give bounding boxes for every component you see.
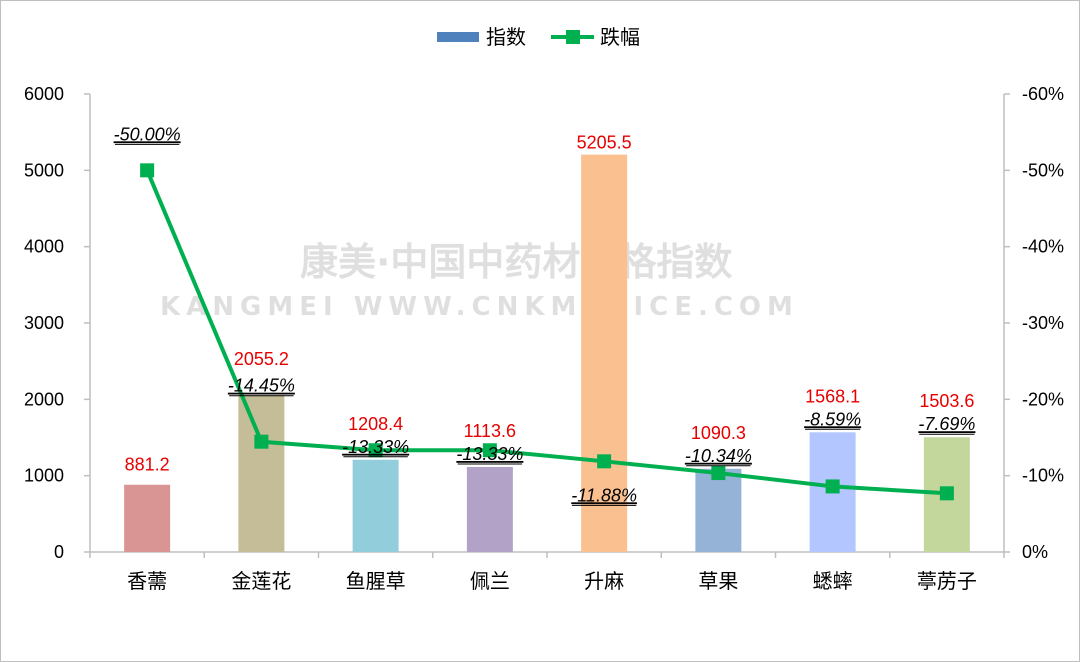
x-category-label: 葶苈子 <box>917 569 977 593</box>
category-labels: 香薷 金莲花 鱼腥草 佩兰 升麻 草果 蟋蟀 葶苈子 <box>89 552 1005 593</box>
line-point <box>939 486 954 501</box>
y-left-tick-label: 5000 <box>24 160 64 180</box>
line-point <box>825 479 840 494</box>
x-category-label: 草果 <box>698 569 738 593</box>
bar <box>238 395 285 552</box>
y-axis-left-ticks: 0 1000 2000 3000 4000 5000 6000 <box>24 84 90 562</box>
line-value-labels: -50.00% -14.45% -13.33% -13.33% -11.88% -10.3… <box>114 124 975 506</box>
line-value-label: -10.34% <box>685 446 752 466</box>
bar-value-label: 1503.6 <box>919 391 974 411</box>
line-point <box>254 434 269 449</box>
watermark-line1: 康美·中国中药材价格指数 <box>300 240 732 284</box>
bar-value-label: 5205.5 <box>577 133 632 153</box>
y-right-tick-label: 0% <box>1022 542 1048 562</box>
x-category-label: 香薷 <box>127 569 167 593</box>
line-value-label: -13.33% <box>342 437 409 457</box>
line-value-label: -8.59% <box>804 409 861 429</box>
line-point <box>368 443 383 458</box>
bar-value-label: 1113.6 <box>464 421 516 441</box>
bar <box>581 154 628 552</box>
y-right-tick-label: -50% <box>1022 160 1064 180</box>
bar <box>695 468 742 552</box>
legend-label-index: 指数 <box>486 25 526 49</box>
line-value-label: -7.69% <box>918 414 975 434</box>
y-left-tick-label: 4000 <box>24 237 64 257</box>
x-category-label: 蟋蟀 <box>813 569 853 593</box>
watermark-line2: KANGMEI WWW.CNKMPRICE.COM <box>160 292 799 322</box>
legend-label-decline: 跌幅 <box>600 25 640 49</box>
bar-value-labels: 881.2 2055.2 1208.4 1113.6 5205.5 1090.3 1568.… <box>125 133 975 475</box>
x-category-label: 鱼腥草 <box>346 569 406 593</box>
bar-value-label: 1568.1 <box>805 386 860 406</box>
line-value-label: -13.33% <box>456 444 523 464</box>
bar <box>124 484 171 552</box>
legend: 指数 跌幅 <box>437 25 640 49</box>
y-right-tick-label: -20% <box>1022 389 1064 409</box>
legend-swatch-index <box>437 32 479 42</box>
y-left-tick-label: 1000 <box>24 466 64 486</box>
line-series <box>140 163 954 501</box>
watermark: 康美·中国中药材价格指数 KANGMEI WWW.CNKMPRICE.COM <box>160 240 799 322</box>
bar <box>466 466 513 552</box>
x-category-label: 升麻 <box>584 569 624 593</box>
line-value-label: -14.45% <box>228 376 295 396</box>
line-point <box>140 163 155 178</box>
x-category-label: 金莲花 <box>231 569 291 593</box>
y-right-tick-label: -40% <box>1022 237 1064 257</box>
y-left-tick-label: 0 <box>54 542 64 562</box>
x-category-label: 佩兰 <box>470 569 510 593</box>
bar-value-label: 1208.4 <box>348 414 403 434</box>
bar <box>352 459 399 552</box>
y-left-tick-label: 6000 <box>24 84 64 104</box>
series-line-decline <box>145 169 947 496</box>
line-value-label: -11.88% <box>571 485 637 505</box>
y-left-tick-label: 2000 <box>24 389 64 409</box>
line-point <box>482 443 497 458</box>
y-axis-right-ticks: 0% -10% -20% -30% -40% -50% -60% <box>1004 84 1064 562</box>
y-right-tick-label: -30% <box>1022 313 1064 333</box>
y-right-tick-label: -60% <box>1022 84 1064 104</box>
legend-swatch-decline-marker <box>566 30 580 44</box>
line-point <box>597 454 612 469</box>
y-left-tick-label: 3000 <box>24 313 64 333</box>
y-right-tick-label: -10% <box>1022 466 1064 486</box>
line-value-label: -50.00% <box>114 124 181 144</box>
bar-value-label: 881.2 <box>125 455 170 475</box>
bar-value-label: 1090.3 <box>691 423 746 443</box>
line-point <box>711 466 726 481</box>
bar-value-label: 2055.2 <box>234 349 289 369</box>
